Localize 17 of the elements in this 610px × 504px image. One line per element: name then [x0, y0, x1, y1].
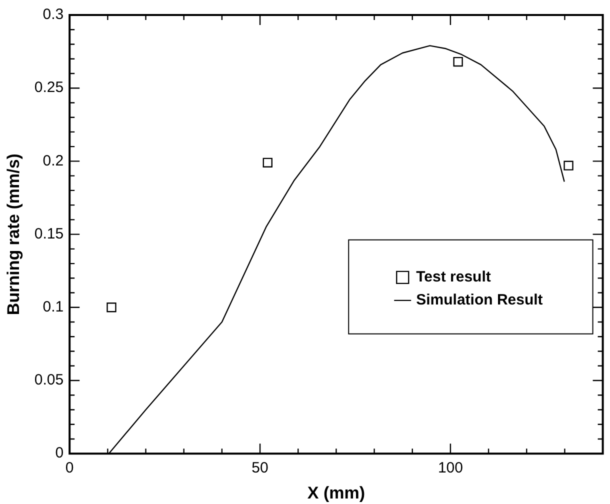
y-tick-label: 0: [55, 444, 64, 462]
y-tick-label: 0.2: [42, 152, 64, 170]
y-tick-label: 0.1: [42, 298, 64, 316]
y-tick-label: 0.3: [42, 6, 64, 24]
x-tick-label: 50: [252, 460, 268, 477]
y-tick-label: 0.05: [34, 372, 64, 389]
x-axis-title: X (mm): [307, 483, 366, 502]
y-tick-label: 0.15: [34, 225, 64, 242]
point: [106, 302, 116, 312]
point: [564, 160, 574, 170]
point: [262, 158, 272, 168]
y-axis-title: Burning rate (mm/s): [4, 154, 23, 316]
legend-label: Simulation Result: [416, 292, 543, 309]
legend-label: Test result: [416, 268, 491, 286]
y-tick-label: 0.25: [34, 79, 64, 96]
x-tick-label: 100: [438, 460, 463, 477]
point: [453, 56, 463, 67]
